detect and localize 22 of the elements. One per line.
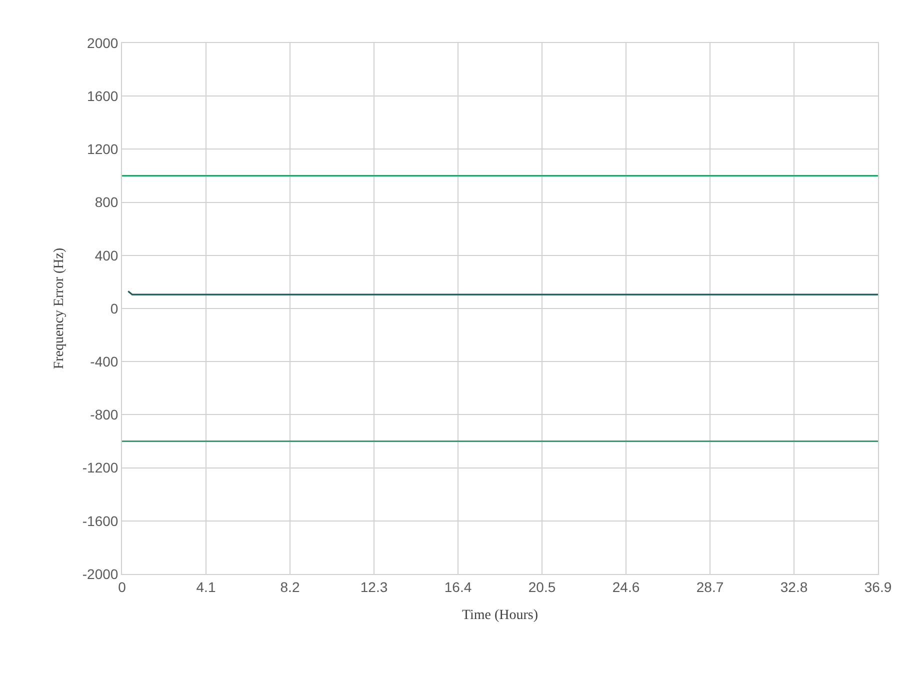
y-tick-label: -2000 <box>82 566 118 582</box>
y-tick-label: -1600 <box>82 512 118 529</box>
x-tick-label: 32.8 <box>780 578 808 595</box>
x-axis-title: Time (Hours) <box>462 608 538 624</box>
x-tick-label: 16.4 <box>444 578 472 595</box>
y-axis-title: Frequency Error (Hz) <box>52 248 67 370</box>
y-tick-label: -1200 <box>82 460 118 476</box>
x-tick-label: 24.6 <box>612 578 640 595</box>
x-tick-label: 36.9 <box>864 578 892 595</box>
x-tick-label: 12.3 <box>360 578 388 595</box>
y-tick-label: 2000 <box>87 34 118 51</box>
x-tick-label: 8.2 <box>280 578 300 595</box>
x-tick-label: 4.1 <box>196 578 216 595</box>
y-tick-label: -800 <box>90 406 118 423</box>
x-tick-label: 28.7 <box>696 578 724 595</box>
y-tick-label: 1600 <box>87 88 118 104</box>
y-tick-label: 0 <box>110 300 118 316</box>
y-tick-label: 400 <box>94 247 118 264</box>
x-tick-label: 20.5 <box>528 578 556 595</box>
y-tick-label: 800 <box>94 194 118 210</box>
y-tick-label: -400 <box>90 354 118 370</box>
y-tick-label: 1200 <box>87 141 118 158</box>
